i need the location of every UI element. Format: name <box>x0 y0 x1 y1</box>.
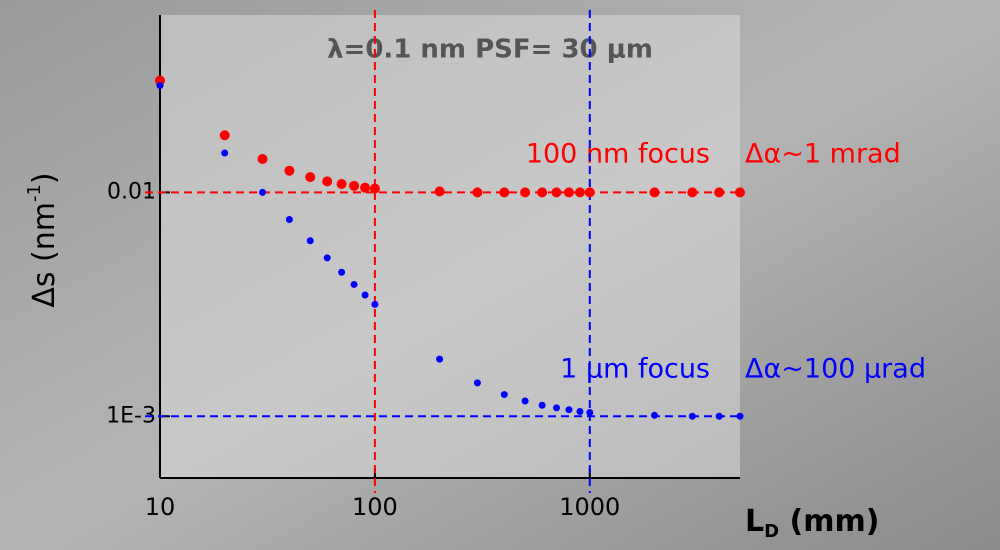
x-label-text: L <box>745 504 764 539</box>
data-point <box>349 180 360 191</box>
y-label-sup: -1 <box>24 184 45 202</box>
x-axis-label: LD (mm) <box>745 504 879 543</box>
data-point <box>221 149 229 157</box>
data-point <box>306 237 314 245</box>
data-point <box>257 153 268 164</box>
data-point <box>650 411 658 419</box>
data-point <box>473 379 481 387</box>
data-point <box>434 186 445 197</box>
data-point <box>156 82 164 90</box>
data-point <box>537 187 548 198</box>
data-point <box>323 254 331 262</box>
data-point <box>360 182 371 193</box>
y-label-text: Δs (nm <box>27 202 62 308</box>
data-point <box>521 397 529 405</box>
data-point <box>586 408 594 416</box>
data-point <box>336 179 347 190</box>
data-point <box>472 187 483 198</box>
series-note: Δα~1 mrad <box>745 139 901 170</box>
data-point <box>687 187 698 198</box>
data-point <box>538 401 546 409</box>
series-label: 100 nm focus <box>526 139 710 170</box>
data-point <box>361 291 369 299</box>
data-point <box>305 172 316 183</box>
data-point <box>714 187 725 198</box>
series-note: Δα~100 μrad <box>745 354 926 385</box>
data-point <box>584 187 595 198</box>
data-point <box>553 404 561 412</box>
x-label-end: (mm) <box>779 504 879 539</box>
data-point <box>219 130 230 141</box>
data-point <box>500 391 508 399</box>
series-label: 1 μm focus <box>560 354 710 385</box>
data-point <box>735 187 745 198</box>
x-tick-label: 1000 <box>559 493 620 521</box>
data-point <box>649 187 660 198</box>
data-point <box>688 412 696 420</box>
data-point <box>499 187 510 198</box>
data-point <box>369 183 380 194</box>
data-point <box>565 406 573 414</box>
data-point <box>285 215 293 223</box>
y-axis-label: Δs (nm-1) <box>24 172 62 307</box>
data-point <box>155 75 165 86</box>
y-label-end: ) <box>27 172 62 184</box>
data-point <box>350 280 358 288</box>
data-point <box>259 188 267 196</box>
data-point <box>338 268 346 276</box>
data-point <box>576 408 584 416</box>
data-point <box>715 412 723 420</box>
data-point <box>574 187 585 198</box>
data-point <box>284 165 295 176</box>
data-point <box>520 187 531 198</box>
data-point <box>736 412 744 420</box>
x-tick-label: 100 <box>352 493 398 521</box>
x-tick-label: 10 <box>145 493 176 521</box>
data-point <box>551 187 562 198</box>
data-point <box>563 187 574 198</box>
x-label-sub: D <box>764 521 779 542</box>
data-point <box>371 300 379 308</box>
data-point <box>322 176 333 187</box>
data-point <box>436 355 444 363</box>
chart-title: λ=0.1 nm PSF= 30 μm <box>327 35 653 65</box>
plot-area <box>160 15 740 478</box>
